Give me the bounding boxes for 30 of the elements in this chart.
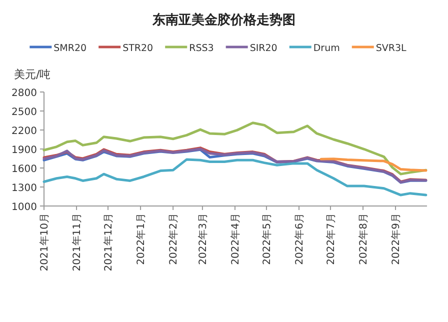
legend-label: SMR20 (54, 43, 87, 54)
legend-label: SVR3L (376, 43, 408, 54)
x-tick-label: 2021年12月 (102, 213, 115, 272)
x-tick-label: 2022年1月 (135, 213, 148, 265)
y-axis-title: 美元/吨 (14, 68, 51, 81)
y-tick-label: 2200 (12, 126, 37, 137)
y-tick-label: 1600 (12, 164, 37, 175)
x-tick-label: 2022年9月 (390, 213, 402, 265)
y-tick-label: 1900 (12, 145, 37, 156)
legend-label: Drum (313, 43, 340, 54)
line-series (42, 158, 428, 196)
line-series (42, 122, 428, 176)
legend-label: SIR20 (250, 43, 278, 54)
x-tick-label: 2022年4月 (229, 213, 242, 265)
y-tick-label: 2800 (12, 88, 37, 99)
x-tick-label: 2021年10月 (38, 213, 50, 272)
x-tick-label: 2022年3月 (196, 213, 209, 265)
x-tick-label: 2022年2月 (168, 213, 180, 265)
x-tick-label: 2021年11月 (71, 213, 84, 272)
y-tick-label: 1000 (12, 202, 37, 213)
chart-title: 东南亚美金胶价格走势图 (152, 12, 296, 28)
x-tick-label: 2022年7月 (324, 213, 337, 265)
y-tick-label: 2500 (12, 107, 37, 118)
legend-label: RSS3 (189, 43, 214, 54)
y-tick-label: 1300 (12, 183, 37, 194)
line-series (320, 158, 428, 172)
legend-label: STR20 (122, 43, 154, 54)
x-tick-label: 2022年6月 (293, 213, 306, 265)
x-tick-label: 2022年8月 (357, 213, 370, 265)
x-tick-label: 2022年5月 (260, 213, 273, 265)
